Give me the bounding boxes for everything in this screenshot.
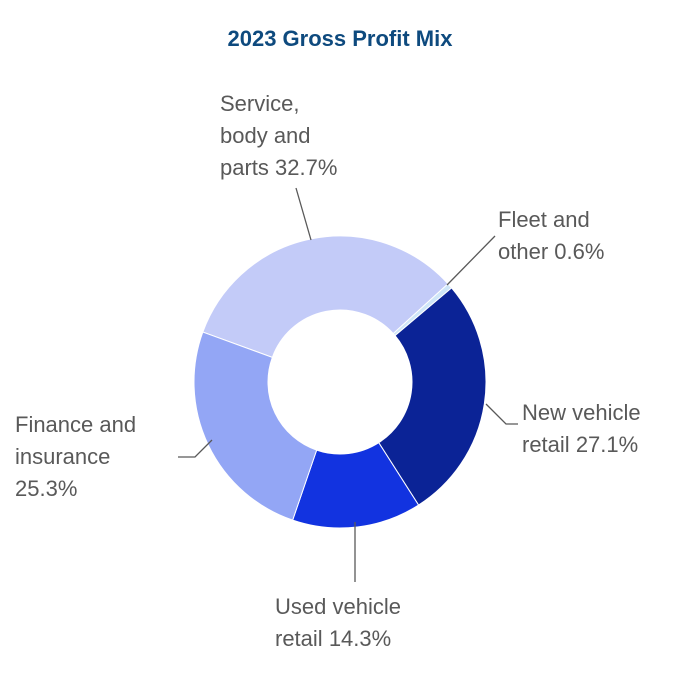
leader-line [295, 187, 312, 241]
chart-title: 2023 Gross Profit Mix [227, 26, 453, 51]
value-label: 0.6% [554, 239, 605, 264]
category-label: Fleet and other [498, 207, 590, 264]
category-label: Service, body and parts [220, 91, 311, 180]
slice-label: Used vehicle retail 14.3% [275, 591, 445, 655]
slice-label: New vehicle retail 27.1% [522, 397, 672, 461]
value-label: 32.7% [275, 155, 338, 180]
category-label: Finance and insurance [15, 412, 137, 469]
donut-slice [202, 235, 449, 359]
value-label: 14.3% [328, 626, 392, 651]
slice-label: Service, body and parts 32.7% [220, 88, 348, 184]
leader-line [446, 235, 496, 286]
leader-line [178, 439, 213, 458]
donut-slice [193, 331, 318, 521]
value-label: 25.3% [15, 476, 78, 501]
category-label: Used vehicle retail [275, 594, 401, 651]
leader-line [485, 403, 518, 425]
value-label: 27.1% [575, 432, 639, 457]
slice-label: Finance and insurance 25.3% [15, 409, 167, 505]
category-label: New vehicle retail [522, 400, 641, 457]
donut-slice [378, 287, 487, 506]
slice-label: Fleet and other 0.6% [498, 204, 630, 268]
